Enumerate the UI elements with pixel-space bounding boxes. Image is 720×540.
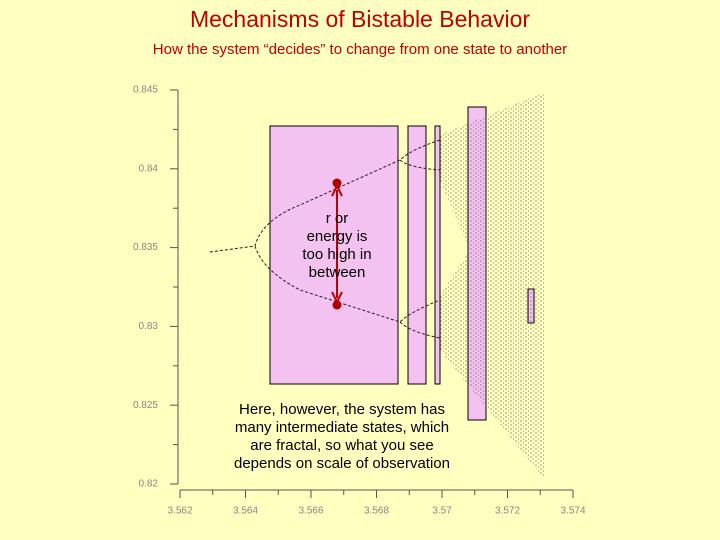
highlight-box (269, 125, 399, 385)
y-tick-label: 0.835 (133, 242, 158, 253)
state-dot (332, 300, 342, 310)
annotation: energy is (307, 228, 368, 245)
annotation: many intermediate states, which (235, 419, 449, 436)
chaotic-region (440, 92, 545, 480)
annotation: Here, however, the system has (239, 401, 445, 418)
y-tick-label: 0.825 (133, 400, 158, 411)
x-tick-label: 3.564 (233, 506, 258, 517)
subtitle: How the system “decides” to change from … (153, 41, 567, 58)
annotation: are fractal, so what you see (250, 437, 433, 454)
annotation: depends on scale of observation (234, 455, 450, 472)
y-tick-label: 0.845 (133, 85, 158, 96)
x-tick-label: 3.568 (364, 506, 389, 517)
annotation: between (309, 264, 366, 281)
y-tick-label: 0.84 (139, 163, 159, 174)
highlight-box (407, 125, 427, 385)
x-tick-label: 3.572 (495, 506, 520, 517)
annotation: too high in (302, 246, 371, 263)
title: Mechanisms of Bistable Behavior (190, 6, 530, 32)
state-dot (332, 178, 342, 188)
y-tick-label: 0.83 (139, 321, 159, 332)
annotation: r or (326, 210, 349, 227)
highlight-box (434, 125, 441, 385)
x-tick-label: 3.574 (560, 506, 585, 517)
y-tick-label: 0.82 (139, 479, 159, 490)
bifurcation-curves (209, 139, 441, 339)
x-tick-label: 3.566 (298, 506, 323, 517)
x-tick-label: 3.562 (167, 506, 192, 517)
x-tick-label: 3.57 (432, 506, 452, 517)
